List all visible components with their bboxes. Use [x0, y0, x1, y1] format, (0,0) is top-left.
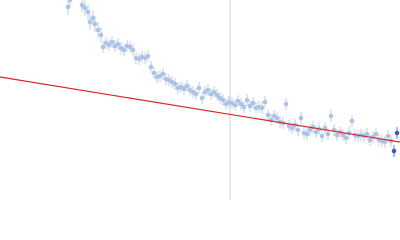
point — [232, 102, 238, 108]
point — [214, 92, 220, 98]
point — [247, 103, 253, 109]
point — [307, 127, 313, 133]
point — [265, 112, 271, 118]
point — [364, 131, 370, 137]
fit-line — [0, 76, 400, 143]
point — [262, 99, 268, 105]
point — [79, 2, 85, 8]
point — [340, 132, 346, 138]
point — [391, 148, 397, 154]
point — [115, 41, 121, 47]
point — [289, 125, 295, 131]
point — [334, 132, 340, 138]
point — [85, 9, 91, 15]
point — [313, 129, 319, 135]
point — [382, 139, 388, 145]
point — [193, 91, 199, 97]
point — [274, 115, 280, 121]
point — [244, 97, 250, 103]
point — [148, 64, 154, 70]
point — [199, 95, 205, 101]
point — [145, 53, 151, 59]
point — [304, 131, 310, 137]
point — [65, 4, 71, 10]
point — [238, 101, 244, 107]
point — [106, 42, 112, 48]
point — [82, 5, 88, 11]
point — [184, 83, 190, 89]
point — [92, 21, 98, 27]
point — [130, 47, 136, 53]
point — [95, 27, 101, 33]
point — [109, 39, 115, 45]
point — [349, 118, 355, 124]
point — [295, 127, 301, 133]
point — [283, 101, 289, 107]
point — [90, 15, 96, 21]
point — [319, 133, 325, 139]
point — [235, 98, 241, 104]
point — [259, 105, 265, 111]
point — [151, 70, 157, 76]
point — [385, 133, 391, 139]
point — [343, 135, 349, 141]
point — [328, 113, 334, 119]
point — [172, 81, 178, 87]
point — [100, 44, 106, 50]
point — [220, 97, 226, 103]
point — [373, 131, 379, 137]
chart — [0, 0, 400, 200]
point — [127, 44, 133, 50]
point — [241, 104, 247, 110]
point — [196, 85, 202, 91]
point — [394, 130, 400, 136]
point — [250, 100, 256, 106]
point — [67, 0, 73, 3]
point — [98, 32, 104, 38]
point — [367, 137, 373, 143]
point — [181, 86, 187, 92]
point — [160, 71, 166, 77]
point — [298, 115, 304, 121]
point — [205, 87, 211, 93]
point — [325, 131, 331, 137]
point — [121, 47, 127, 53]
point — [87, 19, 93, 25]
point — [211, 89, 217, 95]
